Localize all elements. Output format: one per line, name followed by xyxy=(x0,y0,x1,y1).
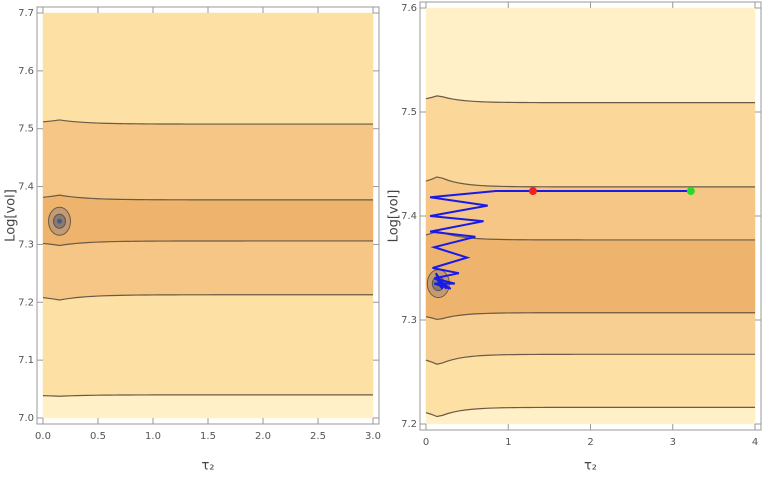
contour-band xyxy=(42,12,374,125)
contour-line xyxy=(42,240,373,247)
y-tick-label: 7.4 xyxy=(18,182,34,193)
end-point xyxy=(528,187,537,196)
contour-band xyxy=(42,119,374,201)
x-axis-label: τ₂ xyxy=(584,459,597,474)
y-tick-label: 7.1 xyxy=(18,355,34,366)
minimum xyxy=(57,218,62,224)
x-tick-label: 2.0 xyxy=(255,431,271,442)
contour-band xyxy=(425,95,756,188)
y-tick-label: 7.0 xyxy=(18,413,34,424)
x-tick-label: 0 xyxy=(423,437,429,448)
contour-line xyxy=(425,353,755,365)
y-tick-label: 7.3 xyxy=(18,239,34,250)
y-tick-label: 7.2 xyxy=(401,419,417,430)
contour-band xyxy=(425,231,756,320)
start-point xyxy=(686,187,695,196)
contour-line xyxy=(425,406,755,418)
contour-line xyxy=(425,312,755,321)
contour-line xyxy=(425,230,755,241)
contour-band xyxy=(42,240,374,301)
contour-line xyxy=(42,194,374,201)
x-tick-label: 3 xyxy=(670,437,676,448)
x-tick-label: 0.0 xyxy=(35,431,51,442)
y-axis-label: Log[vol] xyxy=(387,190,402,243)
contour-line xyxy=(425,176,756,188)
contour-line xyxy=(42,294,373,301)
y-tick-label: 7.5 xyxy=(401,107,417,118)
y-tick-label: 7.6 xyxy=(401,3,417,14)
contour-band xyxy=(42,194,374,246)
y-tick-label: 7.4 xyxy=(401,211,417,222)
plot: 0.0 0.5 1.0 1.5 2.0 2.5 3.0 7.0 7.1 7.2 7.3 7.4 7.5 7… xyxy=(4,6,381,474)
optimizer-path xyxy=(429,190,691,290)
x-tick-label: 0.5 xyxy=(90,431,106,442)
contour-band xyxy=(42,294,374,397)
contour-line xyxy=(425,95,755,104)
contour-band xyxy=(42,394,374,419)
x-tick-label: 2 xyxy=(587,437,593,448)
x-tick-label: 1.0 xyxy=(145,431,161,442)
y-tick-label: 7.3 xyxy=(401,315,417,326)
plot: 0 1 2 3 4 7.2 7.3 7.4 7.5 7.6 τ₂ Log[vol] xyxy=(387,1,762,474)
contour-band xyxy=(425,7,756,103)
x-tick-label: 1 xyxy=(505,437,511,448)
x-tick-label: 1.5 xyxy=(200,431,216,442)
y-axis-label: Log[vol] xyxy=(4,189,19,242)
y-tick-label: 7.2 xyxy=(18,297,34,308)
y-tick-label: 7.5 xyxy=(18,124,34,135)
contour-band xyxy=(425,407,756,425)
x-tick-label: 3.0 xyxy=(365,431,381,442)
x-tick-label: 2.5 xyxy=(310,431,326,442)
y-tick-label: 7.6 xyxy=(18,66,34,77)
contour-line xyxy=(42,119,374,125)
y-tick-label: 7.7 xyxy=(18,8,34,19)
x-axis-label: τ₂ xyxy=(201,459,214,474)
contour-line xyxy=(42,394,374,397)
x-tick-label: 4 xyxy=(752,437,758,448)
